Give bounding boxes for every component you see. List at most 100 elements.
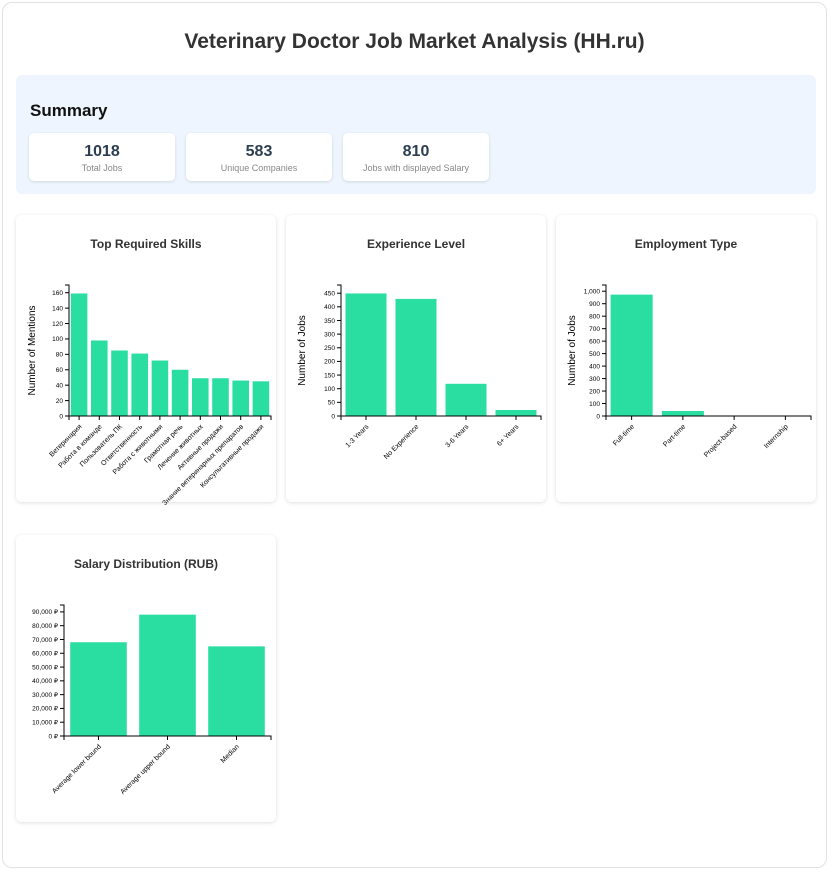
y-tick-label: 0 ₽ — [48, 733, 58, 740]
y-tick-label: 800 — [589, 313, 600, 320]
bar-2 — [208, 646, 265, 736]
y-tick-label: 900 — [589, 301, 600, 308]
chart-title: Employment Type — [635, 237, 738, 251]
stat-card-total-jobs: 1018 Total Jobs — [29, 133, 175, 181]
x-tick-label: No Experience — [383, 423, 420, 460]
y-tick-label: 100 — [52, 336, 63, 343]
y-axis-line — [337, 284, 342, 417]
bar-7 — [212, 378, 229, 416]
y-tick-label: 350 — [324, 318, 335, 325]
chart-card-skills: Top Required Skills Number of Mentions 0 20… — [16, 215, 276, 507]
y-tick-label: 300 — [324, 331, 335, 338]
x-axis-line — [605, 415, 812, 420]
bar-0 — [70, 293, 88, 416]
y-tick-label: 80 — [56, 352, 64, 359]
chart-card-salary: Salary Distribution (RUB) 0 ₽ 10,000 ₽ 20,0… — [16, 535, 276, 822]
y-tick-label: 450 — [324, 290, 335, 297]
bar-2 — [445, 383, 487, 416]
stat-label: Unique Companies — [220, 163, 298, 173]
y-axis-line — [65, 284, 70, 417]
bar-1 — [91, 340, 108, 416]
x-tick-label: 6+ Years — [496, 423, 521, 448]
y-tick-label: 50 — [328, 400, 336, 407]
bar-0 — [70, 642, 127, 736]
x-tick-label: 3-6 Years — [445, 423, 471, 449]
bar-4 — [151, 360, 169, 416]
y-axis-line — [60, 604, 65, 737]
x-tick-label: Part-time — [662, 423, 687, 448]
x-tick-label: 1-3 Years — [345, 423, 371, 449]
bar-2 — [111, 350, 128, 416]
y-tick-label: 20,000 ₽ — [32, 706, 58, 713]
bar-1 — [139, 614, 196, 736]
y-tick-label: 400 — [324, 304, 335, 311]
y-tick-label: 200 — [589, 388, 600, 395]
y-tick-label: 80,000 ₽ — [32, 623, 58, 630]
stat-value: 1018 — [84, 143, 120, 160]
bar-0 — [345, 293, 387, 416]
y-axis-label: Number of Mentions — [27, 305, 38, 395]
x-axis-line — [340, 415, 542, 420]
x-tick-label: Average upper bound — [119, 743, 172, 796]
y-tick-label: 90,000 ₽ — [32, 609, 58, 616]
skills-chart: Top Required Skills Number of Mentions 0 20… — [27, 237, 272, 507]
y-axis-label: Number of Jobs — [297, 315, 308, 386]
chart-card-experience: Experience Level Number of Jobs 0 50 100 150 2… — [286, 215, 546, 502]
y-tick-label: 300 — [589, 376, 600, 383]
y-tick-label: 600 — [589, 338, 600, 345]
x-axis-line — [68, 415, 272, 420]
y-tick-label: 100 — [324, 386, 335, 393]
y-tick-label: 140 — [52, 305, 63, 312]
summary-panel: Summary 1018 Total Jobs 583 Unique Compa… — [16, 75, 816, 194]
y-axis-label: Number of Jobs — [567, 315, 578, 386]
y-tick-label: 150 — [324, 372, 335, 379]
y-tick-label: 60 — [56, 367, 64, 374]
stat-card-jobs-with-salary: 810 Jobs with displayed Salary — [343, 133, 489, 181]
stat-label: Total Jobs — [81, 163, 123, 173]
y-tick-label: 50,000 ₽ — [32, 664, 58, 671]
y-tick-label: 10,000 ₽ — [32, 720, 58, 727]
x-tick-label: Full-time — [612, 423, 636, 447]
chart-title: Top Required Skills — [90, 237, 201, 251]
employment-chart: Employment Type Number of Jobs 0 100 200 300 4… — [567, 237, 812, 459]
bar-5 — [171, 369, 189, 416]
stat-value: 810 — [402, 143, 430, 160]
y-tick-label: 700 — [589, 326, 600, 333]
y-tick-label: 160 — [52, 290, 63, 297]
bar-3 — [131, 353, 148, 416]
y-tick-label: 0 — [59, 413, 63, 420]
page-title: Veterinary Doctor Job Market Analysis (H… — [184, 30, 645, 53]
y-tick-label: 0 — [331, 413, 335, 420]
bar-3 — [495, 409, 537, 416]
y-tick-label: 200 — [324, 359, 335, 366]
y-axis-line — [602, 284, 607, 417]
y-tick-label: 20 — [56, 398, 64, 405]
bar-1 — [661, 411, 704, 416]
bar-9 — [252, 381, 270, 416]
chart-title: Salary Distribution (RUB) — [74, 557, 218, 571]
stat-label: Jobs with displayed Salary — [362, 163, 470, 173]
stat-card-unique-companies: 583 Unique Companies — [186, 133, 332, 181]
y-tick-label: 1,000 — [584, 289, 601, 296]
x-tick-label: Median — [220, 743, 241, 764]
y-tick-label: 0 — [596, 413, 600, 420]
summary-title: Summary — [30, 101, 108, 120]
x-tick-label: Average lower bound — [51, 743, 103, 795]
bar-6 — [192, 378, 209, 416]
y-tick-label: 40 — [56, 382, 64, 389]
bar-8 — [232, 380, 249, 416]
salary-chart: Salary Distribution (RUB) 0 ₽ 10,000 ₽ 20,0… — [32, 557, 272, 796]
bar-0 — [610, 294, 653, 416]
y-tick-label: 30,000 ₽ — [32, 692, 58, 699]
chart-title: Experience Level — [367, 237, 465, 251]
experience-chart: Experience Level Number of Jobs 0 50 100 150 2… — [297, 237, 542, 461]
x-tick-label: Internship — [763, 423, 790, 450]
y-tick-label: 60,000 ₽ — [32, 651, 58, 658]
bar-1 — [395, 298, 437, 416]
y-tick-label: 500 — [589, 351, 600, 358]
stat-value: 583 — [245, 143, 273, 160]
y-tick-label: 400 — [589, 363, 600, 370]
chart-card-employment: Employment Type Number of Jobs 0 100 200 300 4… — [556, 215, 816, 502]
x-tick-label: Project-based — [703, 423, 739, 459]
y-tick-label: 40,000 ₽ — [32, 678, 58, 685]
